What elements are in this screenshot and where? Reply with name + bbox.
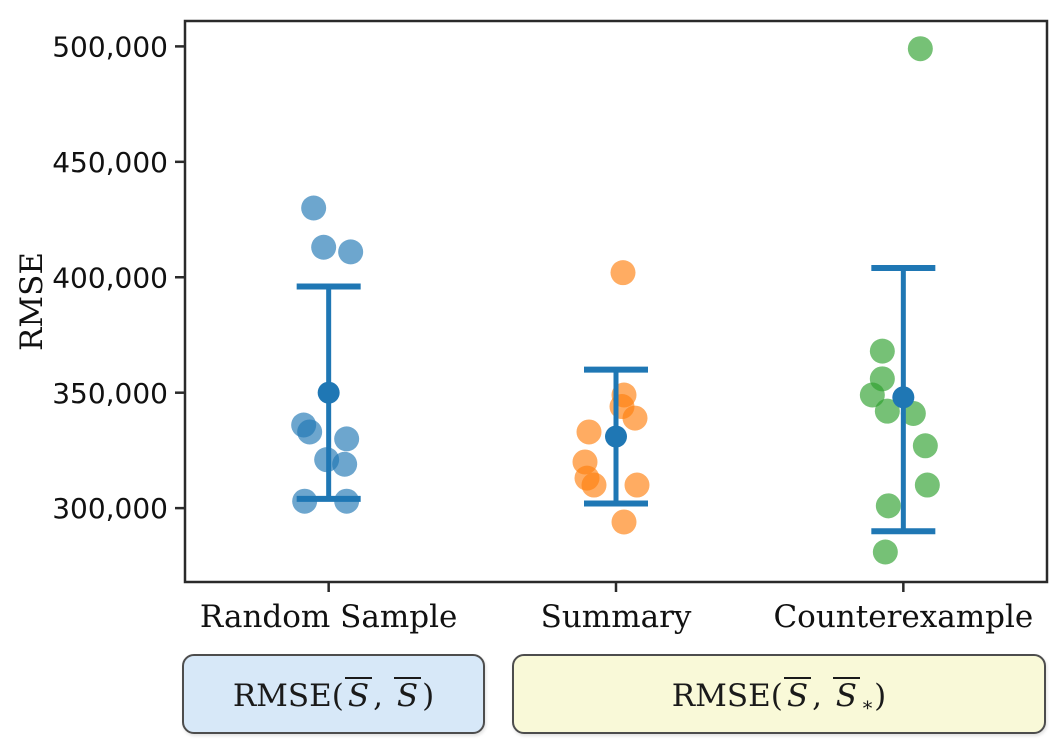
scatter-plot-svg: 500,000 450,000 400,000 350,000 300,000 Rando…: [14, 19, 1049, 635]
legend-text-prefix: RMSE(: [232, 677, 344, 714]
legend-label-blue: RMSE(S, S): [232, 676, 435, 714]
y-tick-label: 450,000: [52, 146, 168, 179]
data-point: [912, 433, 938, 459]
data-point: [875, 493, 901, 519]
data-point: [611, 509, 637, 535]
legend-text-separator: ,: [373, 677, 393, 714]
data-point: [311, 234, 337, 260]
data-point: [874, 398, 900, 424]
s-bar-symbol: S: [393, 676, 422, 712]
legend-subscript: ∗: [861, 692, 875, 716]
data-point: [581, 472, 607, 498]
data-point: [872, 539, 898, 565]
data-point: [338, 239, 364, 265]
mean-marker: [605, 425, 627, 448]
x-tick-label: Counterexample: [773, 599, 1033, 635]
data-point: [610, 260, 636, 286]
data-point: [869, 338, 895, 364]
data-point: [301, 195, 327, 221]
data-point: [332, 451, 358, 477]
x-tick-label: Summary: [541, 599, 692, 635]
mean-marker: [892, 386, 915, 409]
y-axis-label: RMSE: [14, 252, 50, 351]
legend-text-prefix: RMSE(: [671, 677, 783, 714]
data-point: [334, 426, 360, 452]
s-bar-symbol: S: [832, 676, 861, 712]
s-bar-symbol: S: [783, 676, 812, 712]
data-point: [624, 472, 650, 498]
mean-marker: [317, 381, 340, 404]
y-tick-label: 400,000: [52, 261, 168, 294]
s-bar-symbol: S: [344, 676, 373, 712]
y-tick-label: 300,000: [52, 492, 168, 525]
x-tick-label: Random Sample: [200, 599, 457, 635]
legend-text-suffix: ): [422, 677, 435, 714]
legend-box-rmse-s-s: RMSE(S, S): [182, 654, 485, 734]
y-tick-label: 350,000: [52, 377, 168, 410]
data-point: [622, 405, 648, 431]
legend-label-yellow: RMSE(S, S ∗): [671, 676, 887, 716]
data-point: [914, 472, 940, 498]
data-point: [297, 419, 323, 445]
legend-text-separator: ,: [812, 677, 832, 714]
legend-text-suffix: ): [874, 677, 887, 714]
data-point: [907, 36, 933, 62]
y-tick-label: 500,000: [52, 30, 168, 63]
data-point: [859, 382, 885, 408]
data-point: [576, 419, 602, 445]
legend-box-rmse-s-sstar: RMSE(S, S ∗): [512, 654, 1046, 734]
